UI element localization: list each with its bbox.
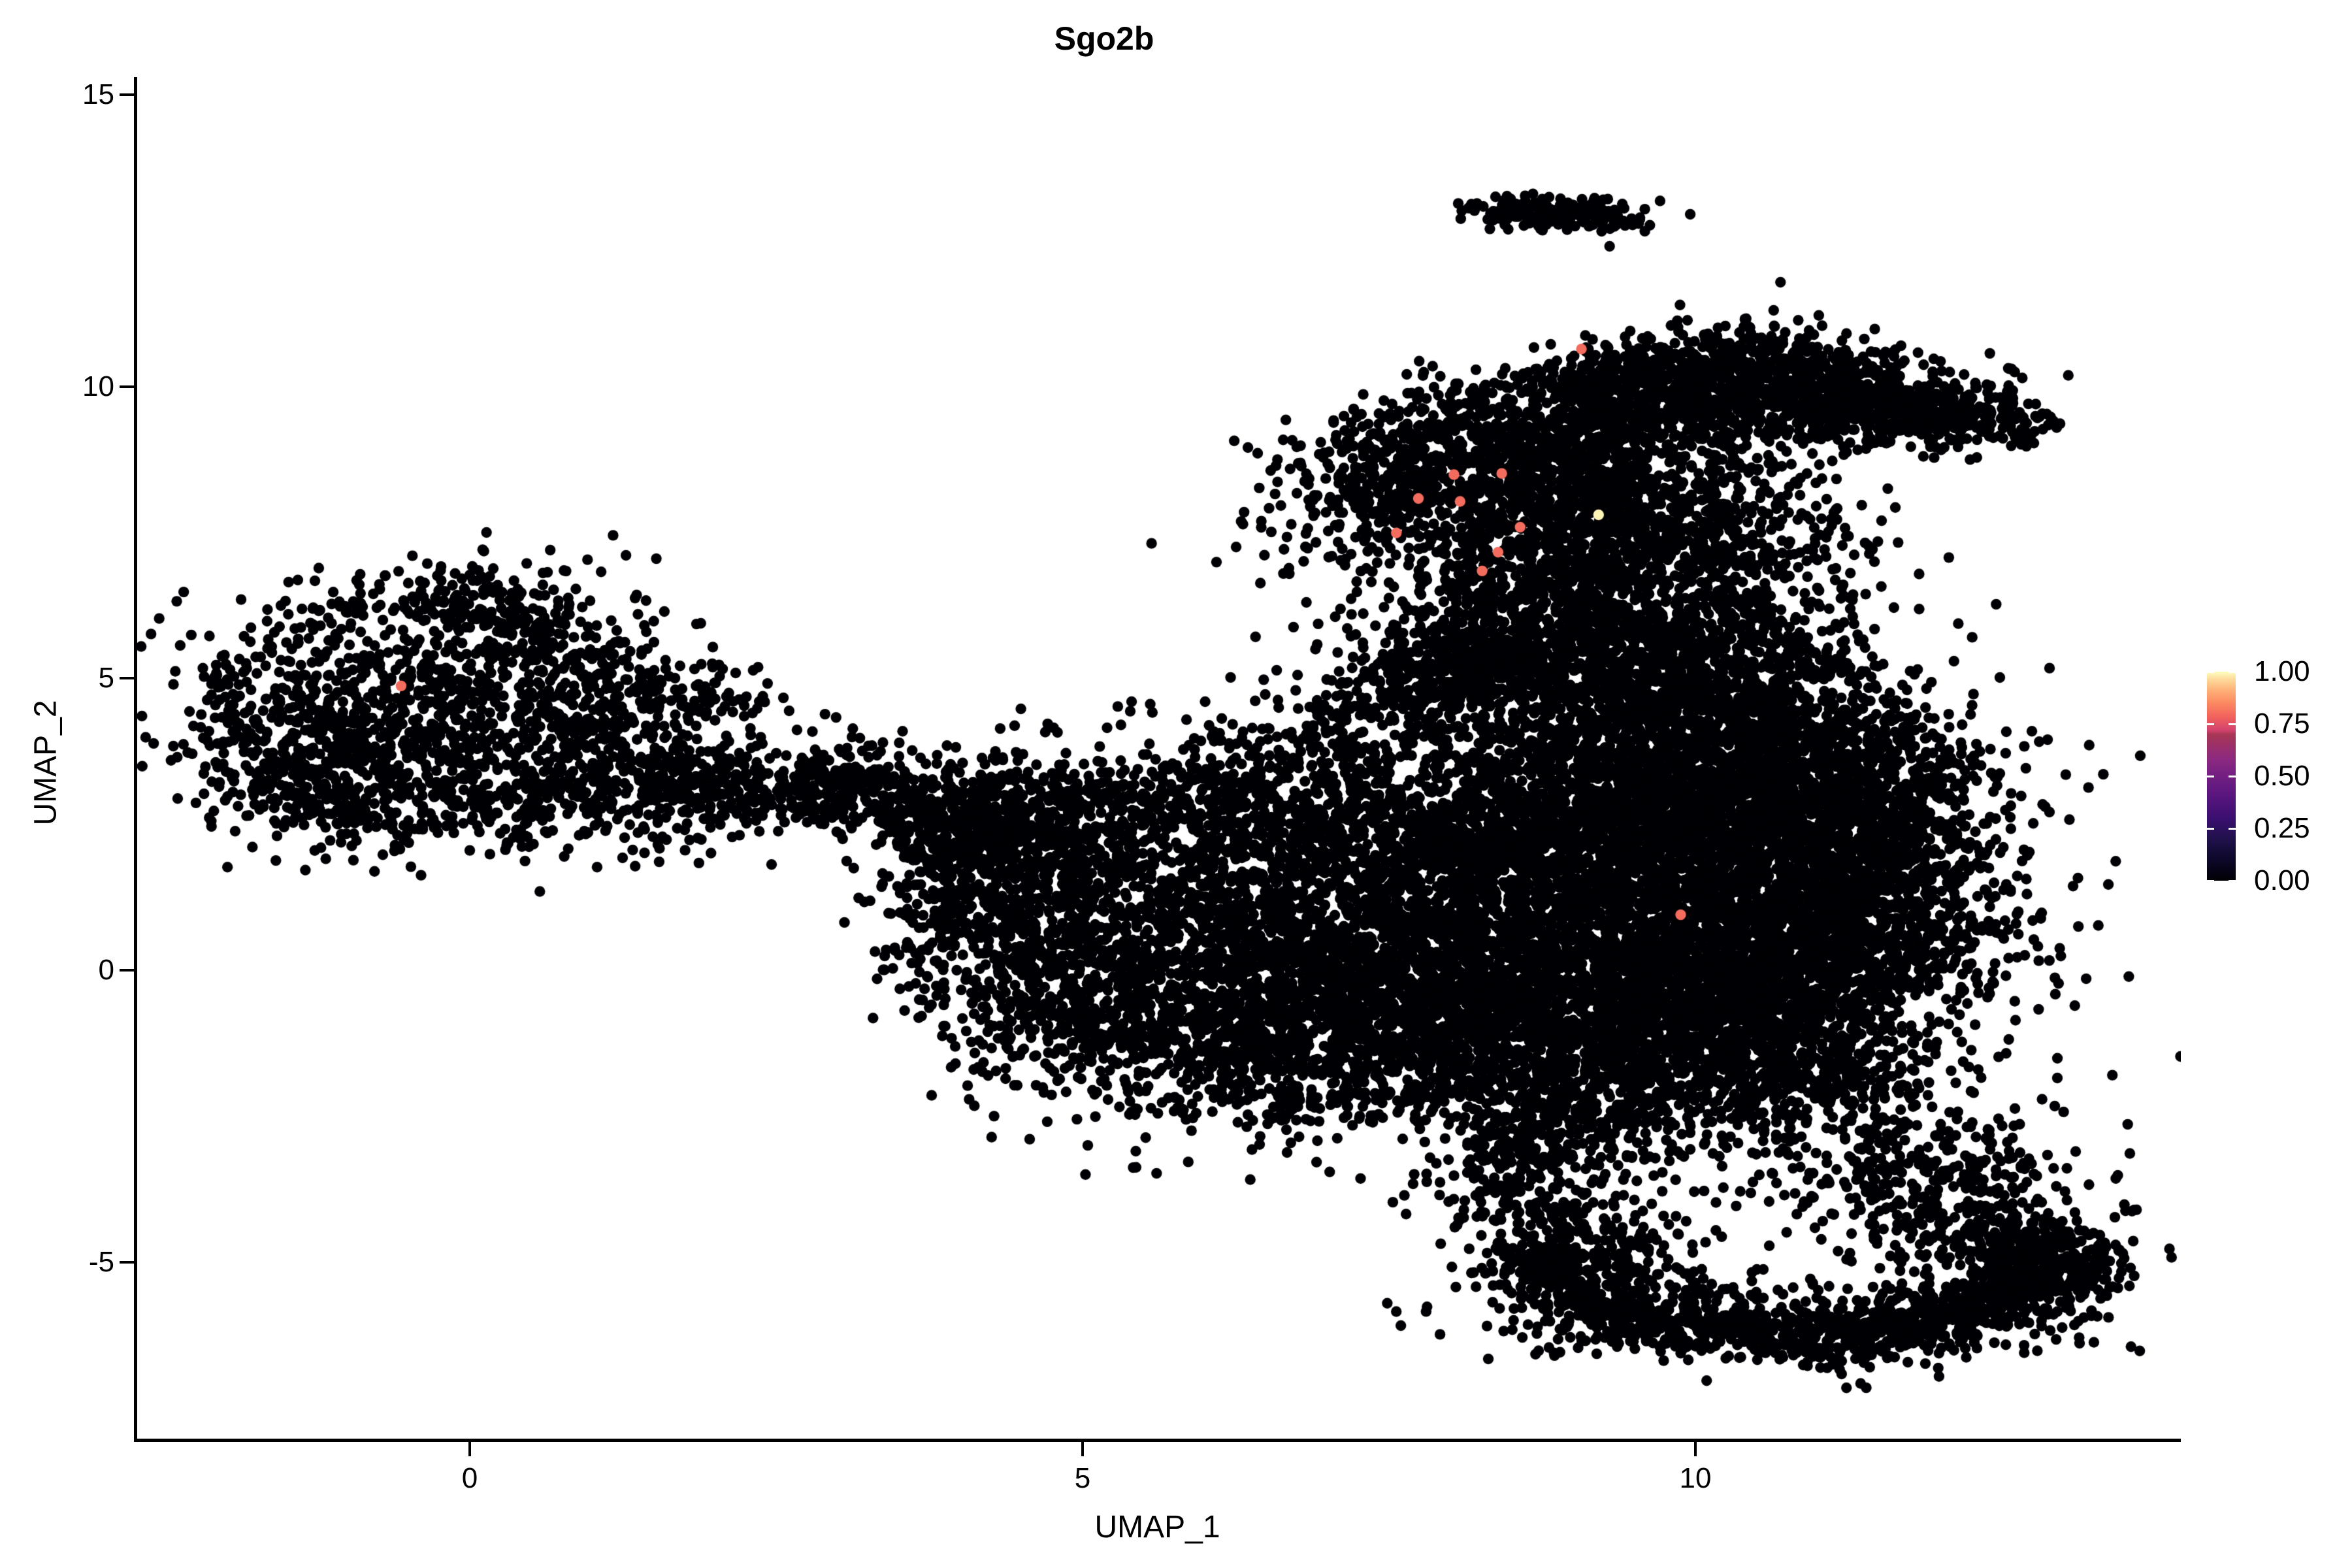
y-axis-tick-label: 15 — [82, 78, 114, 110]
x-axis-tick-label: 5 — [1074, 1462, 1091, 1494]
y-axis-tick-label: 10 — [82, 370, 114, 402]
y-axis-line — [134, 77, 137, 1442]
y-axis-tick-mark — [120, 1260, 134, 1264]
color-legend-tick-label: 0.25 — [2254, 812, 2310, 844]
color-legend-tick-label: 0.75 — [2254, 708, 2310, 740]
y-axis-tick-mark — [120, 969, 134, 972]
y-axis-tick-mark — [120, 385, 134, 388]
color-legend-tick-label: 0.00 — [2254, 864, 2310, 896]
x-axis-tick-label: 10 — [1679, 1462, 1712, 1494]
color-legend-tick-mark — [2207, 671, 2214, 673]
y-axis-title: UMAP_2 — [28, 700, 63, 826]
color-legend-tick-mark — [2207, 828, 2214, 830]
color-legend-tick-mark — [2229, 828, 2236, 830]
color-legend-tick-mark — [2207, 880, 2214, 882]
color-legend-tick-mark — [2207, 776, 2214, 777]
y-axis-tick-label: 5 — [98, 662, 114, 694]
x-axis-tick-mark — [1081, 1442, 1084, 1456]
page-title: Sgo2b — [1054, 20, 1154, 57]
color-legend: 1.00 0.75 0.50 0.25 0.00 — [2207, 655, 2344, 896]
color-legend-tick-mark — [2229, 880, 2236, 882]
x-axis-tick-mark — [468, 1442, 471, 1456]
scatter-plot-canvas — [136, 78, 2181, 1441]
color-legend-tick-mark — [2207, 723, 2214, 725]
x-axis-title: UMAP_1 — [1094, 1510, 1220, 1544]
color-legend-tick-mark — [2229, 671, 2236, 673]
color-legend-tick-mark — [2229, 776, 2236, 777]
x-axis-tick-label: 0 — [461, 1462, 478, 1494]
y-axis-tick-label: 0 — [98, 954, 114, 986]
y-axis-tick-mark — [120, 677, 134, 680]
color-legend-tick-mark — [2229, 723, 2236, 725]
x-axis-line — [134, 1439, 2181, 1442]
x-axis-tick-mark — [1694, 1442, 1697, 1456]
color-legend-tick-label: 1.00 — [2254, 655, 2310, 687]
y-axis-tick-mark — [120, 93, 134, 96]
y-axis-tick-label: -5 — [88, 1245, 114, 1278]
color-legend-tick-label: 0.50 — [2254, 760, 2310, 792]
